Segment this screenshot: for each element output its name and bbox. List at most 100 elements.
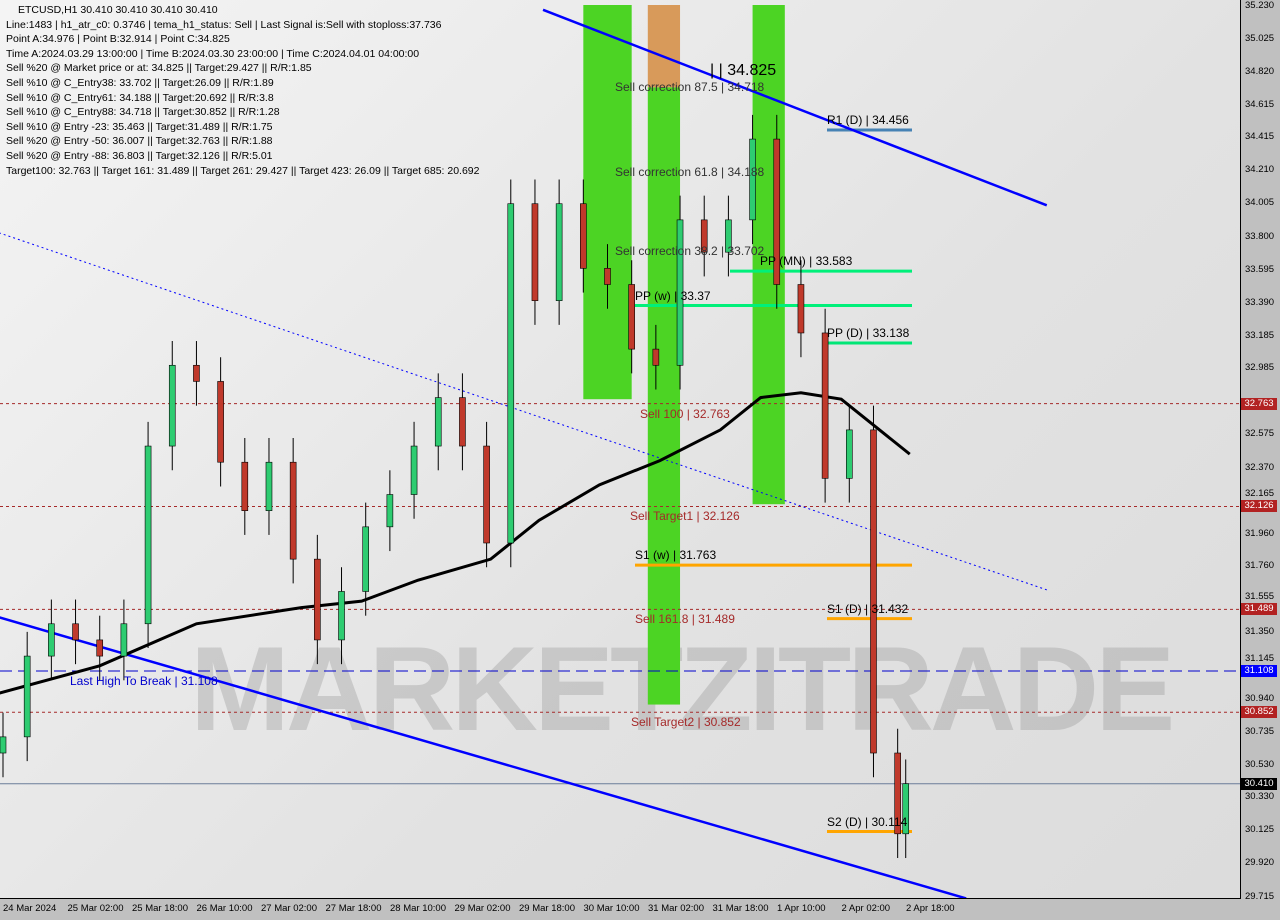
- level-label: Last High To Break | 31.108: [70, 673, 218, 688]
- level-label: R1 (D) | 34.456: [827, 113, 909, 128]
- price-tag: 32.126: [1241, 500, 1277, 513]
- candle-body: [507, 203, 515, 544]
- candle-body: [628, 284, 635, 350]
- level-label: Sell correction 61.8 | 34.188: [615, 165, 765, 180]
- candle-body: [168, 364, 176, 447]
- candle-body: [23, 655, 31, 738]
- y-tick-label: 31.555: [1245, 591, 1275, 603]
- candle-body: [821, 332, 829, 479]
- candle-body: [459, 397, 466, 447]
- candle-body: [797, 284, 805, 334]
- info-line: Line:1483 | h1_atr_c0: 0.3746 | tema_h1_…: [6, 18, 442, 31]
- y-tick-label: 31.350: [1245, 626, 1275, 638]
- level-label: Sell 161.8 | 31.489: [635, 612, 735, 627]
- candle-body: [894, 752, 901, 835]
- candle-body: [241, 461, 249, 511]
- signal-zone: [647, 5, 681, 88]
- y-tick-label: 30.530: [1245, 758, 1275, 770]
- y-tick-label: 32.165: [1245, 488, 1275, 500]
- info-line: Sell %20 @ Entry -88: 36.803 || Target:3…: [6, 149, 273, 162]
- x-tick-label: 24 Mar 2024: [3, 903, 57, 914]
- y-tick-label: 33.390: [1245, 296, 1275, 308]
- candle-body: [580, 203, 587, 269]
- y-tick-label: 31.960: [1245, 527, 1275, 539]
- candle-body: [0, 736, 7, 754]
- x-tick-label: 2 Apr 02:00: [841, 903, 891, 914]
- y-tick-label: 30.125: [1245, 824, 1275, 836]
- y-tick-label: 29.715: [1245, 890, 1275, 902]
- candle-body: [386, 494, 394, 528]
- moving-average-line: [0, 391, 911, 695]
- level-label: S1 (w) | 31.763: [635, 548, 717, 563]
- x-tick-label: 30 Mar 10:00: [583, 903, 640, 914]
- candle-body: [410, 445, 418, 495]
- info-line: Point A:34.976 | Point B:32.914 | Point …: [6, 33, 230, 46]
- channel-line: [0, 616, 967, 898]
- candle-body: [193, 364, 200, 382]
- level-label: Sell Target1 | 32.126: [630, 509, 740, 524]
- candle-body: [700, 219, 708, 253]
- x-tick-label: 29 Mar 02:00: [454, 903, 511, 914]
- candle-body: [555, 203, 563, 301]
- y-tick-label: 35.230: [1245, 0, 1275, 11]
- candle-body: [362, 526, 370, 592]
- y-tick-label: 30.330: [1245, 791, 1275, 803]
- chart-plot-area[interactable]: MARKETZITRADE Sell 100 | 32.763 Sell Targ…: [0, 0, 1241, 899]
- x-tick-label: 2 Apr 18:00: [906, 903, 955, 914]
- signal-zone: [583, 5, 632, 400]
- y-tick-label: 33.800: [1245, 230, 1275, 242]
- level-label: Sell correction 87.5 | 34.718: [615, 79, 765, 94]
- candle-body: [338, 591, 345, 641]
- level-label: S2 (D) | 30.114: [827, 814, 908, 829]
- info-line: Sell %10 @ Entry -23: 35.463 || Target:3…: [6, 120, 273, 133]
- price-tag: 30.852: [1241, 706, 1277, 719]
- y-tick-label: 34.210: [1245, 164, 1275, 176]
- x-tick-label: 28 Mar 10:00: [390, 903, 446, 914]
- info-line: Sell %10 @ C_Entry38: 33.702 || Target:2…: [6, 76, 274, 89]
- x-tick-label: 26 Mar 10:00: [196, 903, 253, 914]
- x-tick-label: 31 Mar 02:00: [648, 903, 704, 914]
- price-tag: 32.763: [1241, 397, 1277, 410]
- candle-body: [72, 623, 79, 641]
- y-tick-label: 31.145: [1245, 652, 1275, 664]
- candle-body: [870, 429, 877, 754]
- candle-body: [749, 138, 756, 221]
- x-tick-label: 27 Mar 02:00: [261, 903, 317, 914]
- price-tag: 30.410: [1241, 777, 1277, 790]
- indicator-info-panel: ETCUSD,H1 30.410 30.410 30.410 30.410 Li…: [6, 3, 479, 178]
- symbol-header: ETCUSD,H1 30.410 30.410 30.410 30.410: [18, 4, 218, 16]
- candle-body: [96, 639, 104, 657]
- x-tick-label: 1 Apr 10:00: [777, 903, 826, 914]
- y-tick-label: 32.370: [1245, 461, 1275, 473]
- x-tick-label: 27 Mar 18:00: [325, 903, 382, 914]
- candle-body: [773, 138, 781, 285]
- chart-svg: [0, 5, 1240, 898]
- level-label: Sell correction 38.2 | 33.702: [615, 243, 765, 258]
- y-tick-label: 35.025: [1245, 32, 1275, 44]
- price-axis[interactable]: 35.230 35.025 34.820 34.615 34.415 34.210 34.0…: [1241, 0, 1280, 902]
- price-tag: 31.108: [1241, 664, 1277, 677]
- x-tick-label: 29 Mar 18:00: [519, 903, 575, 914]
- level-label: PP (D) | 33.138: [827, 325, 910, 340]
- candle-body: [604, 268, 611, 285]
- candle-body: [289, 461, 297, 560]
- info-line: Sell %10 @ C_Entry88: 34.718 || Target:3…: [6, 106, 280, 119]
- candle-body: [217, 381, 224, 463]
- y-tick-label: 33.595: [1245, 263, 1275, 275]
- channel-line: [542, 8, 1048, 207]
- level-label: | | 34.825: [710, 62, 777, 80]
- time-axis[interactable]: 24 Mar 2024 25 Mar 02:00 25 Mar 18:00 26 Ma…: [0, 899, 1240, 920]
- y-tick-label: 33.185: [1245, 329, 1275, 341]
- candle-body: [531, 203, 539, 301]
- info-line: Sell %20 @ Market price or at: 34.825 ||…: [6, 62, 312, 75]
- info-line: Sell %20 @ Entry -50: 36.007 || Target:3…: [6, 135, 273, 148]
- watermark: MARKETZITRADE: [190, 622, 1175, 756]
- y-tick-label: 32.575: [1245, 428, 1275, 440]
- y-tick-label: 34.415: [1245, 131, 1275, 143]
- y-tick-label: 31.760: [1245, 560, 1275, 572]
- candle-body: [725, 219, 732, 253]
- y-tick-label: 30.940: [1245, 692, 1275, 704]
- candle-body: [652, 348, 660, 366]
- candle-body: [676, 219, 684, 366]
- candle-body: [845, 429, 853, 479]
